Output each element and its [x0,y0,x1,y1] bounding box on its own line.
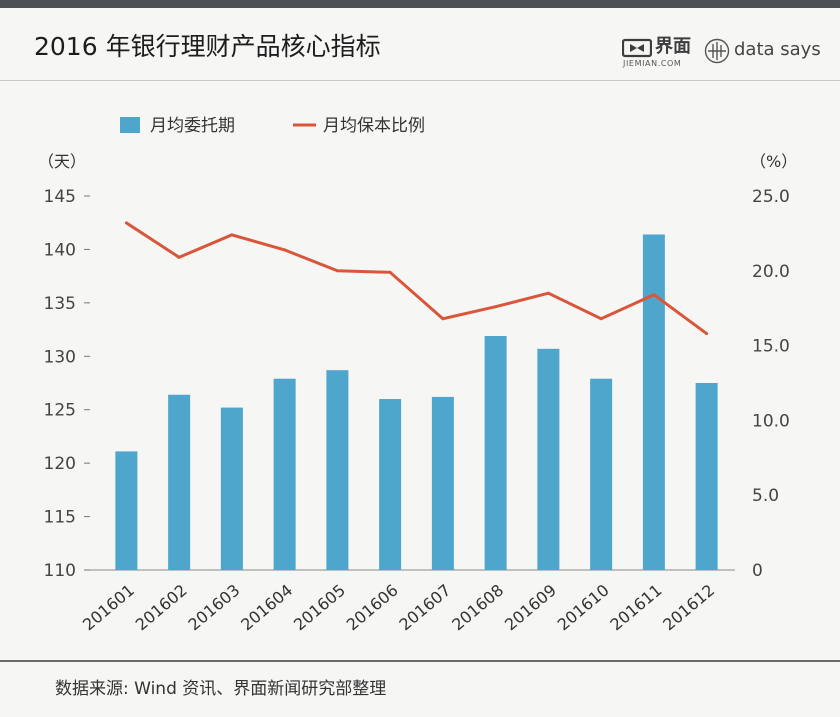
left-axis-tick-label: 115 [44,508,76,528]
page-title: 2016 年银行理财产品核心指标 [34,32,381,61]
line-point-201611 [652,293,656,297]
jiemian-logo-domain: JIEMIAN.COM [623,59,682,68]
chart-legend: 月均委托期 月均保本比例 [120,116,425,136]
bar-201607 [431,396,454,570]
right-axis-tick-label: 0 [752,561,763,581]
x-tick-label: 201602 [132,581,191,635]
line-point-201603 [230,233,234,237]
bar-201609 [537,348,560,570]
bar-201602 [168,394,191,570]
right-axis-tick-label: 25.0 [752,187,790,207]
x-tick-label: 201604 [237,581,296,635]
left-axis-unit: （天） [38,152,86,171]
bar-201606 [379,399,402,570]
right-axis-tick-label: 5.0 [752,486,779,506]
line-point-201610 [599,317,603,321]
jiemian-logo-name: 界面 [655,36,691,57]
bar-201603 [220,407,243,570]
right-axis-tick-label: 10.0 [752,411,790,431]
datasays-logo: data says [704,36,824,66]
bar-201604 [273,378,296,570]
header-divider [0,80,840,81]
datasays-logo-icon [704,38,730,64]
x-tick-label: 201612 [659,581,718,635]
plot-area: 145 140 135 130 125 120 115 110 25.0 20.0 15.0 10.0… [44,187,790,634]
data-source-note: 数据来源: Wind 资讯、界面新闻研究部整理 [55,679,387,699]
datasays-logo-name: data says [734,39,821,60]
top-band [0,0,840,8]
line-point-201604 [283,248,287,252]
line-point-201601 [124,221,128,225]
x-tick-label: 201608 [448,581,507,635]
x-tick-label: 201611 [606,581,665,635]
legend-bar-label: 月均委托期 [150,116,235,136]
line-point-201606 [388,270,392,274]
left-axis-tick-label: 145 [44,187,76,207]
left-axis-tick-label: 135 [44,294,76,314]
bar-201608 [484,335,507,570]
right-axis-unit: （%） [750,152,797,171]
bar-201605 [326,370,349,570]
line-point-201609 [546,291,550,295]
x-tick-label: 201607 [395,581,454,635]
legend-line-label: 月均保本比例 [323,116,425,136]
left-axis-tick-label: 120 [44,454,76,474]
line-point-201607 [441,317,445,321]
left-axis-tick-label: 130 [44,347,76,367]
x-tick-label: 201605 [290,581,349,635]
jiemian-logo-icon [622,38,652,58]
bar-201601 [115,451,138,570]
guarantee-ratio-line [125,221,708,335]
line-point-201608 [494,305,498,309]
bar-201610 [590,378,613,570]
x-tick-label: 201606 [343,581,402,635]
line-point-201602 [177,255,181,259]
left-axis-tick-label: 110 [44,561,76,581]
right-axis-tick-label: 15.0 [752,337,790,357]
right-axis-tick-label: 20.0 [752,262,790,282]
bar-201612 [695,383,718,570]
line-point-201605 [335,269,339,273]
left-axis-tick-label: 140 [44,240,76,260]
footer-divider [0,660,840,662]
x-tick-label: 201603 [184,581,243,635]
line-point-201612 [705,332,709,336]
jiemian-logo: 界面 JIEMIAN.COM [622,36,696,70]
x-tick-label: 201609 [501,581,560,635]
x-tick-label: 201610 [554,581,613,635]
legend-bar-swatch [120,117,140,133]
bar-201611 [642,234,665,570]
x-tick-label: 201601 [79,581,138,635]
left-axis-tick-label: 125 [44,401,76,421]
